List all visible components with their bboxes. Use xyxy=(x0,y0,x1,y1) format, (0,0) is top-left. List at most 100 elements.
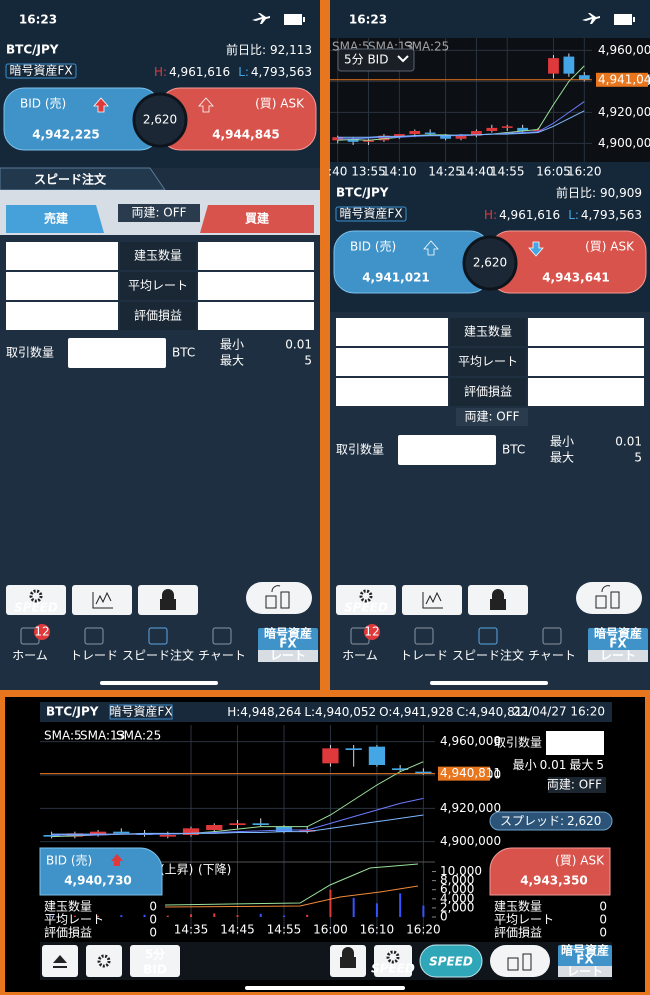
candle-body xyxy=(347,138,359,142)
candle-body xyxy=(159,835,176,837)
change: 前日比: 92,113 xyxy=(226,42,312,57)
switch-icon xyxy=(265,585,290,609)
sell-value: 0 xyxy=(149,900,157,914)
speed-button[interactable] xyxy=(419,944,483,978)
position-label: 評価損益 xyxy=(494,925,542,940)
switch-button[interactable] xyxy=(490,945,550,977)
badge-count: 12 xyxy=(364,625,379,639)
tab-label[interactable]: ホーム xyxy=(12,649,48,663)
sell-tab[interactable] xyxy=(6,205,104,233)
change-label: 前日比: xyxy=(556,185,596,200)
max-value: 5 xyxy=(634,451,642,465)
ask-button[interactable] xyxy=(489,847,611,896)
tab-label[interactable]: チャート xyxy=(198,649,246,663)
bid-button[interactable] xyxy=(39,847,163,896)
tab-label[interactable]: チャート xyxy=(528,649,576,663)
volume-bar xyxy=(120,915,123,917)
chart-icon xyxy=(92,591,113,609)
hedge-box[interactable] xyxy=(118,204,200,222)
broker: 暗号資産FX xyxy=(9,63,72,78)
x-tick-label: 16:10 xyxy=(360,923,395,937)
period-select[interactable] xyxy=(337,48,415,72)
volume-bar xyxy=(422,905,425,917)
max-label: 最大 xyxy=(220,354,244,368)
tab-icon[interactable] xyxy=(84,627,104,645)
tab-label[interactable]: スピード注文 xyxy=(452,648,524,663)
badge-count: 12 xyxy=(34,625,49,639)
speed-icon-label: SPEED xyxy=(371,962,415,976)
tab-icon[interactable] xyxy=(542,627,562,645)
bid-value: 4,940,730 xyxy=(64,874,132,888)
tab-label[interactable]: トレード xyxy=(70,649,118,663)
switch-button[interactable] xyxy=(576,582,642,614)
max-label: 最大 xyxy=(569,758,593,772)
change-value: 92,113 xyxy=(270,43,312,57)
sma-line xyxy=(51,814,424,835)
last-price-label: 4,940,811 xyxy=(440,766,501,780)
candle-body xyxy=(455,135,467,139)
buy-value: 0 xyxy=(300,249,308,263)
gear-icon xyxy=(29,589,43,603)
candle-body xyxy=(182,828,200,835)
lock-icon xyxy=(490,589,506,610)
x-tick-label: 14:25 xyxy=(428,165,463,179)
volume-bar xyxy=(73,915,76,917)
hedge-box[interactable] xyxy=(456,408,528,426)
candle-body xyxy=(415,771,432,774)
sell-value-box xyxy=(6,272,118,300)
tab-icon[interactable] xyxy=(414,627,434,645)
y-tick-label: 4,900,000 xyxy=(598,136,650,150)
active-tab-sub xyxy=(588,650,648,662)
x-tick-label: 14:45 xyxy=(220,923,255,937)
ohlc-item: L:4,940,052 xyxy=(304,705,376,719)
candle-body xyxy=(206,825,223,830)
tab-label[interactable]: トレード xyxy=(400,649,448,663)
volume-legend: (上昇) xyxy=(160,863,193,877)
tool-button[interactable] xyxy=(86,945,122,977)
position-label: 評価損益 xyxy=(134,308,182,323)
buy-value: 0 xyxy=(300,309,308,323)
position-label-box xyxy=(450,318,526,346)
hedge-box[interactable] xyxy=(548,777,606,793)
volume-tick-label: 8,000 xyxy=(440,873,474,887)
active-tab-sub-label: レート xyxy=(600,649,636,663)
spread-label: スプレッド: xyxy=(500,814,564,828)
qty-input[interactable] xyxy=(398,435,496,465)
x-tick-label: 16:20 xyxy=(406,923,441,937)
tab-label[interactable]: ホーム xyxy=(342,649,378,663)
tab-icon[interactable] xyxy=(478,627,498,645)
datetime: 22/04/27 16:20 xyxy=(513,705,605,719)
ohlc-item: O:4,941,928 xyxy=(379,705,453,719)
position-label: 建玉数量 xyxy=(134,248,182,263)
tab-label[interactable]: スピード注文 xyxy=(122,648,194,663)
spread-circle xyxy=(462,235,518,291)
qty-input[interactable] xyxy=(546,731,604,755)
qty-input[interactable] xyxy=(68,338,166,368)
active-tab-label: FX xyxy=(576,953,594,967)
period-label: 5分 xyxy=(145,947,165,962)
volume-tick-label: 2,000 xyxy=(440,900,474,914)
max-value: 5 xyxy=(304,354,312,368)
tab-icon[interactable] xyxy=(148,627,168,645)
buy-value: 0 xyxy=(599,900,607,914)
spread: 2,620 xyxy=(143,113,177,127)
ask-label: (買) ASK xyxy=(555,854,605,868)
tool-button[interactable] xyxy=(130,945,180,977)
sma-line xyxy=(337,110,585,138)
candle-body xyxy=(392,768,409,770)
volume-bar xyxy=(97,915,100,917)
position-label: 建玉数量 xyxy=(464,324,512,339)
tab-icon[interactable] xyxy=(212,627,232,645)
volume-bar xyxy=(166,915,169,917)
sma-label: SMA:13 xyxy=(80,729,125,743)
ask-value: 4,944,845 xyxy=(212,128,280,142)
period-label[interactable]: 5分 BID xyxy=(344,53,388,67)
switch-button[interactable] xyxy=(246,582,312,614)
buy-value-box xyxy=(198,302,314,330)
ask-arrow xyxy=(528,241,544,257)
buy-tab[interactable] xyxy=(200,205,314,233)
volume-bar xyxy=(306,914,309,917)
sell-value: 0 xyxy=(434,385,442,399)
candle-body xyxy=(471,131,482,136)
